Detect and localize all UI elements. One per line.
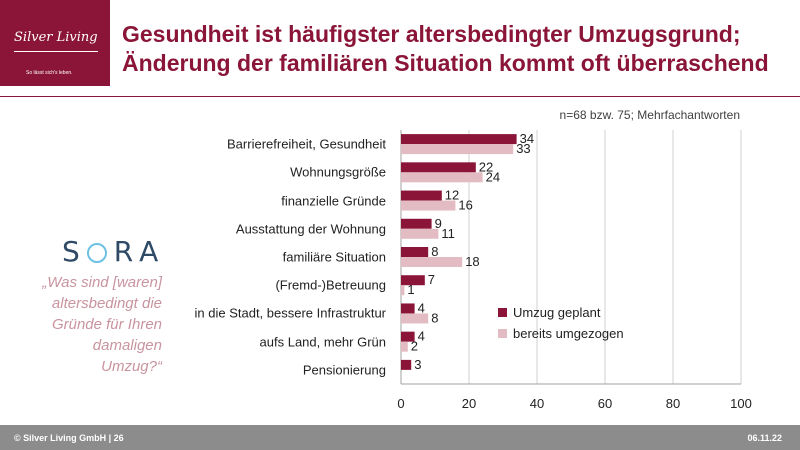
category-label: (Fremd-)Betreuung: [275, 277, 386, 293]
x-tick-label: 100: [730, 396, 752, 411]
data-label: 22: [479, 159, 493, 174]
bar-planned: [401, 162, 476, 173]
category-label: familiäre Situation: [282, 249, 386, 265]
bar-planned: [401, 303, 415, 314]
logo-tagline: So lässt sich's leben.: [26, 70, 73, 76]
bar-moved: [401, 172, 483, 183]
category-label: finanzielle Gründe: [281, 193, 386, 209]
bar-planned: [401, 331, 415, 342]
category-label: in die Stadt, bessere Infrastruktur: [194, 305, 386, 321]
x-tick-label: 60: [598, 396, 612, 411]
x-tick-label: 40: [530, 396, 544, 411]
bar-planned: [401, 218, 432, 229]
footer-date: 06.11.22: [747, 433, 782, 443]
chart-legend: Umzug geplant bereits umgezogen: [498, 302, 624, 344]
data-label: 11: [441, 226, 455, 241]
category-label: Pensionierung: [302, 362, 386, 378]
data-label: 18: [465, 254, 479, 269]
legend-swatch-planned: [498, 308, 507, 317]
sora-logo: S RA: [62, 235, 172, 268]
bar-moved: [401, 285, 405, 296]
data-label: 8: [431, 244, 438, 259]
title-line-2: Änderung der familiären Situation kommt …: [122, 50, 769, 76]
bar-moved: [401, 313, 429, 324]
data-label: 2: [411, 339, 418, 354]
survey-question: „Was sind [waren] altersbedingt die Grün…: [42, 274, 162, 375]
category-label: aufs Land, mehr Grün: [259, 334, 386, 350]
legend-item-moved: bereits umgezogen: [498, 323, 624, 344]
sora-logo-s: S: [62, 235, 87, 268]
bar-moved: [401, 200, 456, 211]
bar-moved: [401, 228, 439, 239]
data-label: 4: [418, 329, 425, 344]
bar-moved: [401, 144, 514, 155]
data-label: 16: [458, 198, 472, 213]
bar-moved: [401, 341, 408, 352]
legend-label-planned: Umzug geplant: [513, 305, 601, 320]
logo-underline: [14, 51, 98, 52]
bar-moved: [401, 257, 463, 267]
footer-copyright: © Silver Living GmbH | 26: [14, 433, 124, 443]
bar-planned: [401, 359, 412, 370]
legend-item-planned: Umzug geplant: [498, 302, 624, 323]
footer-bar: © Silver Living GmbH | 26 06.11.22: [0, 425, 800, 450]
data-label: 34: [520, 131, 534, 146]
data-label: 9: [435, 216, 442, 231]
data-label: 1: [407, 282, 414, 297]
data-label: 24: [486, 169, 500, 184]
category-label: Ausstattung der Wohnung: [235, 221, 386, 237]
data-label: 4: [418, 300, 425, 315]
legend-label-moved: bereits umgezogen: [513, 326, 624, 341]
legend-swatch-moved: [498, 329, 507, 338]
bar-planned: [401, 247, 429, 257]
data-label: 3: [414, 357, 421, 372]
data-label: 12: [445, 188, 459, 203]
category-label: Wohnungsgröße: [290, 164, 386, 180]
header-divider: [0, 96, 800, 97]
data-label: 33: [516, 141, 530, 156]
page-title: Gesundheit ist häufigster altersbedingte…: [122, 20, 792, 78]
logo-brand: Silver Living: [14, 30, 98, 45]
sora-logo-o-icon: [86, 243, 107, 263]
bar-planned: [401, 275, 425, 286]
sora-logo-ra: RA: [113, 235, 166, 268]
logo-panel: Silver Living So lässt sich's leben.: [0, 0, 110, 86]
bar-planned: [401, 134, 517, 145]
x-tick-label: 20: [462, 396, 476, 411]
sample-note: n=68 bzw. 75; Mehrfachantworten: [559, 108, 740, 122]
data-label: 8: [431, 310, 438, 325]
title-line-1: Gesundheit ist häufigster altersbedingte…: [122, 21, 741, 47]
x-tick-label: 0: [397, 396, 404, 411]
x-tick-label: 80: [666, 396, 680, 411]
data-label: 7: [428, 272, 435, 287]
category-label: Barrierefreiheit, Gesundheit: [227, 136, 386, 152]
bar-planned: [401, 190, 442, 201]
